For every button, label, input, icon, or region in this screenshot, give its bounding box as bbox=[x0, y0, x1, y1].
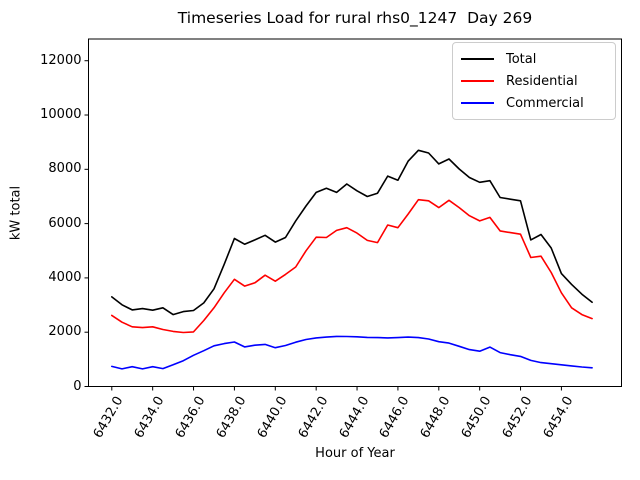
legend-item-total: Total bbox=[461, 48, 607, 70]
legend-label-residential: Residential bbox=[506, 73, 578, 89]
y-tick-label: 4000 bbox=[48, 269, 82, 285]
total-line-swatch bbox=[461, 58, 494, 60]
y-tick-label: 8000 bbox=[48, 161, 82, 177]
axes-frame bbox=[88, 38, 622, 387]
y-tick-label: 2000 bbox=[48, 324, 82, 340]
legend-label-total: Total bbox=[506, 51, 537, 67]
x-axis-label: Hour of Year bbox=[315, 446, 395, 461]
y-tick-label: 6000 bbox=[48, 215, 82, 231]
legend-label-commercial: Commercial bbox=[506, 95, 584, 111]
y-tick-label: 0 bbox=[73, 378, 82, 394]
commercial-line bbox=[111, 335, 593, 370]
legend: Total Residential Commercial bbox=[452, 42, 616, 120]
y-tick-label: 10000 bbox=[40, 107, 82, 123]
residential-line bbox=[111, 198, 593, 334]
chart-title: Timeseries Load for rural rhs0_1247 Day … bbox=[177, 9, 533, 27]
total-line bbox=[111, 149, 593, 316]
legend-item-commercial: Commercial bbox=[461, 92, 607, 114]
legend-item-residential: Residential bbox=[461, 70, 607, 92]
residential-line-swatch bbox=[461, 80, 494, 82]
y-tick-label: 12000 bbox=[40, 52, 82, 68]
commercial-line-swatch bbox=[461, 102, 494, 104]
